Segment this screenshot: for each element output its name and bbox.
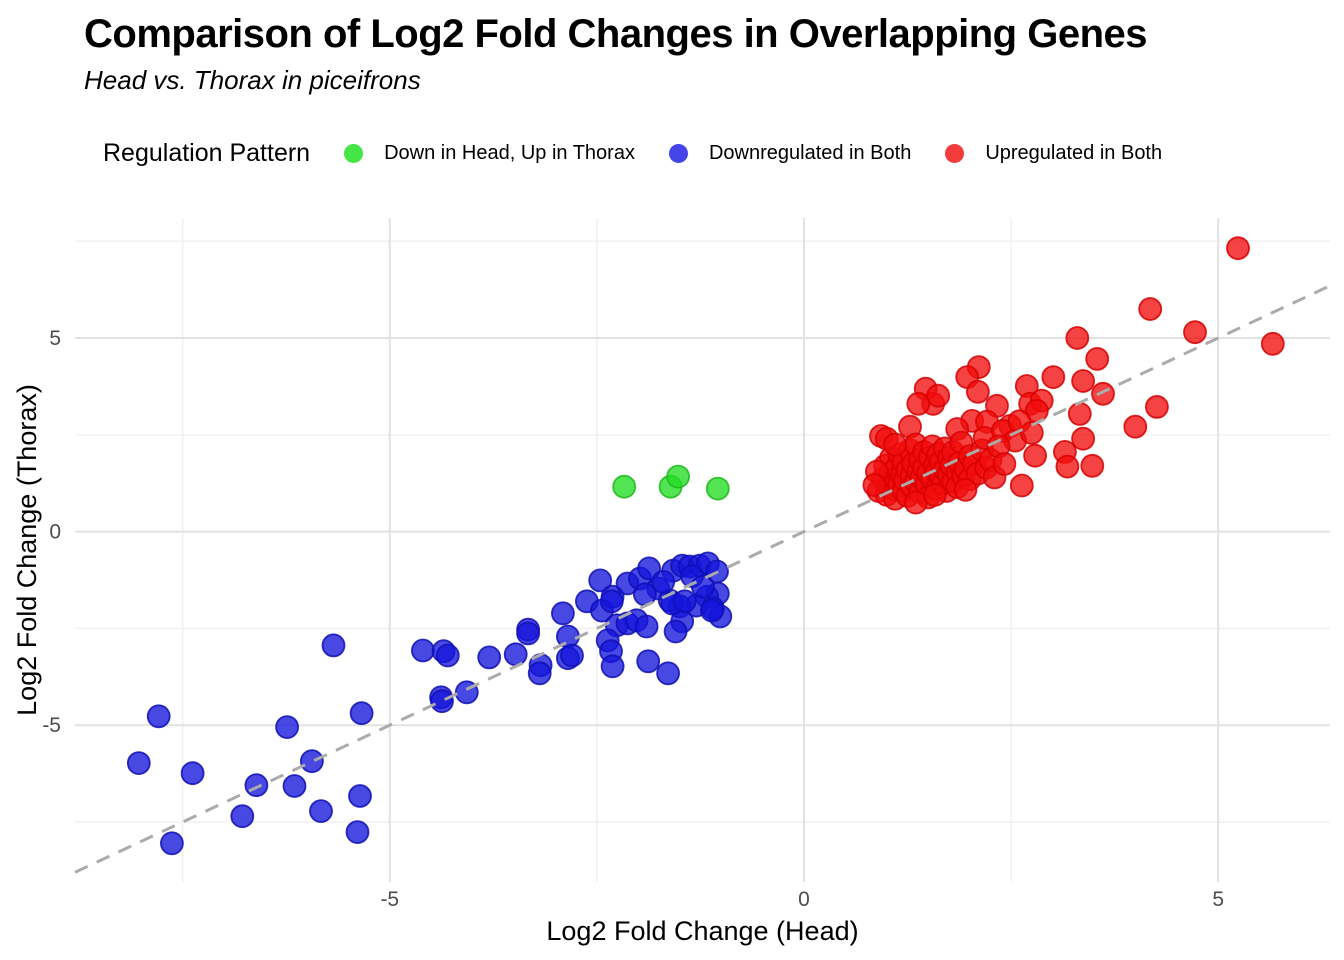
data-point <box>275 715 300 739</box>
series-upregulated-in-both <box>862 236 1285 515</box>
data-point <box>244 773 269 798</box>
x-axis-title: Log2 Fold Change (Head) <box>546 916 858 946</box>
data-point <box>906 391 931 416</box>
data-point <box>1019 420 1044 445</box>
identity-reference-line <box>74 284 1331 874</box>
data-point <box>656 661 680 686</box>
x-tick-label: 5 <box>1212 888 1224 911</box>
data-point <box>1041 365 1066 390</box>
data-point <box>321 633 346 658</box>
legend-item-label: Downregulated in Both <box>708 141 912 164</box>
data-point <box>705 476 730 501</box>
legend-item: Downregulated in Both <box>668 141 912 165</box>
data-point <box>348 784 372 808</box>
data-point <box>282 774 307 798</box>
data-point <box>345 820 370 844</box>
data-point <box>953 477 978 502</box>
data-point <box>599 589 624 614</box>
data-point <box>435 643 460 668</box>
legend-item-label: Down in Head, Up in Thorax <box>384 141 635 164</box>
data-point <box>1080 453 1105 478</box>
legend-item: Upregulated in Both <box>945 142 1162 165</box>
data-point <box>992 451 1017 476</box>
data-point <box>1123 414 1148 439</box>
chart-title: Comparison of Log2 Fold Changes in Overl… <box>84 12 1148 56</box>
data-point <box>410 638 435 663</box>
data-point <box>862 473 887 498</box>
data-point <box>516 621 540 646</box>
legend-swatch-icon <box>668 143 688 163</box>
data-point <box>1183 320 1207 345</box>
data-point <box>1226 236 1250 261</box>
x-axis-tick-labels: -5 0 5 <box>380 888 1224 911</box>
grid-minor <box>75 218 1330 882</box>
legend-swatch-icon <box>945 143 965 163</box>
data-point <box>883 432 907 457</box>
series-downregulated-in-both <box>126 551 733 856</box>
data-point <box>527 661 552 686</box>
data-point <box>1085 346 1110 371</box>
data-point <box>503 642 528 667</box>
data-point <box>588 568 613 593</box>
data-point <box>672 589 697 614</box>
legend: Regulation Pattern Down in Head, Up in T… <box>103 134 1162 172</box>
data-point <box>1065 326 1090 350</box>
legend-title: Regulation Pattern <box>103 138 311 167</box>
data-point <box>1009 473 1034 498</box>
data-point <box>560 643 584 668</box>
data-point <box>612 474 637 499</box>
chart-subtitle: Head vs. Thorax in piceifrons <box>84 65 421 95</box>
data-point <box>1067 401 1092 426</box>
data-point <box>146 704 171 729</box>
data-point <box>477 645 502 670</box>
data-point <box>636 649 661 674</box>
data-point <box>180 761 205 786</box>
data-point <box>1091 381 1115 406</box>
y-tick-label: -5 <box>42 714 61 737</box>
data-point <box>230 804 255 829</box>
data-point <box>700 598 724 623</box>
y-tick-label: 5 <box>49 327 61 350</box>
data-point <box>651 570 676 594</box>
data-point <box>1071 369 1095 393</box>
data-point <box>430 689 454 714</box>
data-point <box>349 701 374 726</box>
data-point <box>1138 297 1163 321</box>
data-point <box>159 831 184 856</box>
data-point <box>926 383 951 408</box>
grid-major <box>75 218 1330 882</box>
legend-swatch-icon <box>344 143 364 163</box>
data-point <box>1260 331 1285 356</box>
data-point <box>1071 426 1095 451</box>
data-point <box>923 482 947 507</box>
data-point <box>691 574 715 599</box>
y-axis-tick-labels: -5 0 5 <box>42 327 61 737</box>
y-tick-label: 0 <box>49 521 61 544</box>
data-point <box>299 749 324 774</box>
data-point <box>126 751 151 775</box>
x-tick-label: -5 <box>380 888 399 911</box>
legend-item: Down in Head, Up in Thorax <box>344 142 635 165</box>
data-point <box>600 654 625 679</box>
data-point <box>1145 394 1169 419</box>
legend-item-label: Upregulated in Both <box>985 141 1163 164</box>
data-point <box>966 379 990 404</box>
data-point <box>1023 443 1047 468</box>
data-point <box>1055 454 1080 479</box>
data-point <box>309 799 333 823</box>
series-down-in-head-up-in-thorax <box>612 464 730 501</box>
data-point <box>666 464 690 489</box>
data-point <box>551 601 575 626</box>
x-tick-label: 0 <box>798 888 810 911</box>
data-point <box>634 614 659 639</box>
y-axis-title: Log2 Fold Change (Thorax) <box>12 384 42 716</box>
data-point <box>663 619 688 644</box>
